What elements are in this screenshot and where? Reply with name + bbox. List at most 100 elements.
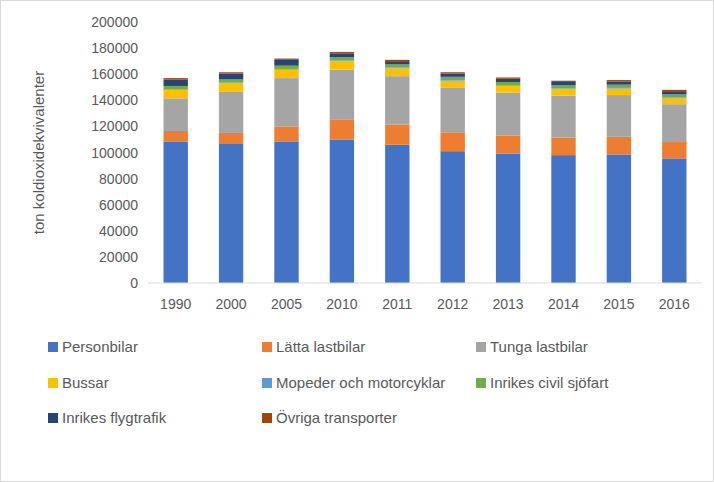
y-tick-label: 180000 bbox=[91, 40, 138, 56]
bar-segment bbox=[662, 98, 686, 104]
bar-segment bbox=[330, 57, 354, 60]
bar-segment bbox=[496, 82, 520, 85]
bar-segment bbox=[385, 76, 409, 124]
bar-segment bbox=[607, 85, 631, 88]
bar-segment bbox=[607, 154, 631, 283]
bar-segment bbox=[441, 151, 465, 283]
x-tick-label: 2016 bbox=[659, 296, 690, 312]
bar-segment bbox=[330, 61, 354, 69]
y-tick-label: 100000 bbox=[91, 145, 138, 161]
legend-label: Inrikes civil sjöfart bbox=[490, 374, 609, 391]
bar-segment bbox=[219, 74, 243, 80]
bar-segment bbox=[164, 131, 188, 141]
bar-segment bbox=[662, 90, 686, 91]
y-tick-label: 0 bbox=[130, 275, 138, 291]
bar-segment bbox=[385, 124, 409, 144]
bar-segment bbox=[662, 158, 686, 283]
y-tick bbox=[145, 22, 148, 23]
x-tick-label: 2013 bbox=[493, 296, 524, 312]
bar-segment bbox=[607, 95, 631, 137]
bar-segment bbox=[441, 74, 465, 77]
x-tick-label: 2012 bbox=[437, 296, 468, 312]
chart-border bbox=[1, 1, 714, 482]
bar-segment bbox=[496, 77, 520, 78]
bar-segment bbox=[330, 53, 354, 57]
bar-segment bbox=[274, 60, 298, 66]
bar-segment bbox=[607, 80, 631, 81]
legend-swatch bbox=[262, 342, 272, 352]
bar-segment bbox=[551, 96, 575, 138]
x-tick-label: 2015 bbox=[603, 296, 634, 312]
bar-segment bbox=[164, 78, 188, 79]
x-tick-label: 2000 bbox=[216, 296, 247, 312]
y-tick bbox=[145, 204, 148, 205]
bar-segment bbox=[496, 92, 520, 135]
bar-segment bbox=[551, 81, 575, 82]
bar-segment bbox=[330, 120, 354, 140]
bar-segment bbox=[607, 137, 631, 155]
bar-segment bbox=[219, 92, 243, 133]
bar-segment bbox=[551, 89, 575, 96]
bar-segment bbox=[219, 144, 243, 283]
bar-segment bbox=[441, 72, 465, 73]
x-axis bbox=[148, 283, 702, 284]
y-tick-label: 140000 bbox=[91, 92, 138, 108]
bar-segment bbox=[274, 78, 298, 126]
bar-segment bbox=[607, 81, 631, 84]
bar-segment bbox=[551, 137, 575, 155]
x-tick-label: 2014 bbox=[548, 296, 579, 312]
bar-segment bbox=[662, 142, 686, 158]
y-tick-label: 80000 bbox=[99, 171, 138, 187]
bar-segment bbox=[441, 88, 465, 132]
bar-segment bbox=[219, 133, 243, 144]
bar-segment bbox=[551, 155, 575, 283]
legend-label: Tunga lastbilar bbox=[490, 338, 588, 355]
y-tick bbox=[145, 74, 148, 75]
bar-segment bbox=[662, 94, 686, 97]
bar-segment bbox=[662, 91, 686, 94]
bar-segment bbox=[385, 64, 409, 67]
bar-segment bbox=[496, 86, 520, 93]
y-tick-label: 120000 bbox=[91, 118, 138, 134]
y-tick bbox=[145, 230, 148, 231]
legend-label: Bussar bbox=[62, 374, 109, 391]
legend-label: Övriga transporter bbox=[276, 409, 397, 426]
bar-segment bbox=[330, 70, 354, 120]
bar-segment bbox=[441, 77, 465, 80]
bar-segment bbox=[496, 79, 520, 82]
bar-segment bbox=[496, 136, 520, 154]
bar-segment bbox=[385, 60, 409, 61]
legend-swatch bbox=[476, 342, 486, 352]
legend-label: Mopeder och motorcyklar bbox=[276, 374, 445, 391]
bar-segment bbox=[330, 52, 354, 53]
bar-segment bbox=[441, 132, 465, 151]
bar-segment bbox=[274, 59, 298, 60]
bar-segment bbox=[496, 154, 520, 283]
legend-swatch bbox=[48, 342, 58, 352]
legend-swatch bbox=[48, 378, 58, 388]
y-axis-label: ton koldioxidekvivalenter bbox=[30, 71, 47, 234]
bar-segment bbox=[274, 70, 298, 78]
bar-segment bbox=[551, 82, 575, 85]
y-tick bbox=[145, 256, 148, 257]
bar-segment bbox=[274, 126, 298, 141]
bar-segment bbox=[164, 79, 188, 86]
y-tick-label: 60000 bbox=[99, 197, 138, 213]
x-tick-label: 2011 bbox=[382, 296, 412, 312]
y-tick-label: 200000 bbox=[91, 14, 138, 30]
legend-swatch bbox=[262, 413, 272, 423]
bars bbox=[164, 52, 687, 283]
bar-segment bbox=[385, 68, 409, 76]
y-tick-label: 40000 bbox=[99, 223, 138, 239]
bar-segment bbox=[219, 79, 243, 82]
bar-segment bbox=[385, 145, 409, 283]
chart: 0200004000060000800001000001200001400001… bbox=[0, 0, 714, 482]
bar-segment bbox=[385, 61, 409, 64]
bar-segment bbox=[274, 66, 298, 69]
y-tick-label: 160000 bbox=[91, 66, 138, 82]
x-tick-label: 2010 bbox=[326, 296, 357, 312]
bar-segment bbox=[164, 141, 188, 283]
y-tick bbox=[145, 152, 148, 153]
y-tick bbox=[145, 100, 148, 101]
bar-segment bbox=[551, 85, 575, 88]
